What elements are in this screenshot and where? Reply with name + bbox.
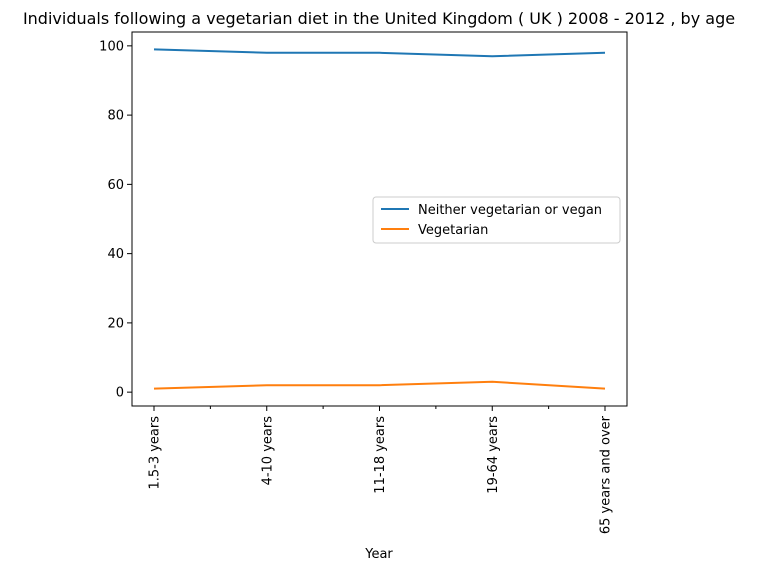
y-tick-label: 80 xyxy=(107,109,124,124)
y-tick-label: 40 xyxy=(107,247,124,262)
series-line-0 xyxy=(153,48,606,58)
y-tick-label: 20 xyxy=(107,316,124,331)
x-tick-label: 11-18 years xyxy=(373,416,388,494)
chart-title: Individuals following a vegetarian diet … xyxy=(23,9,735,28)
legend-label-vegetarian: Vegetarian xyxy=(418,223,488,238)
y-tick-label: 0 xyxy=(116,386,124,401)
y-tick-label: 60 xyxy=(107,178,124,193)
x-axis-label: Year xyxy=(364,547,393,562)
x-axis: 1.5-3 years 4-10 years 11-18 years 19-64 ye… xyxy=(148,406,614,534)
legend: Neither vegetarian or vegan Vegetarian xyxy=(372,196,621,244)
legend-label-neither: Neither vegetarian or vegan xyxy=(418,203,602,218)
x-tick-label: 1.5-3 years xyxy=(148,416,163,490)
series-lines xyxy=(153,48,606,390)
x-tick-label: 65 years and over xyxy=(599,415,614,534)
y-axis: 0 20 40 60 80 100 xyxy=(99,39,132,401)
series-line-1 xyxy=(153,380,606,390)
y-tick-label: 100 xyxy=(99,39,124,54)
x-tick-label: 4-10 years xyxy=(260,416,275,486)
x-tick-label: 19-64 years xyxy=(486,416,501,494)
legend-box xyxy=(372,196,621,244)
